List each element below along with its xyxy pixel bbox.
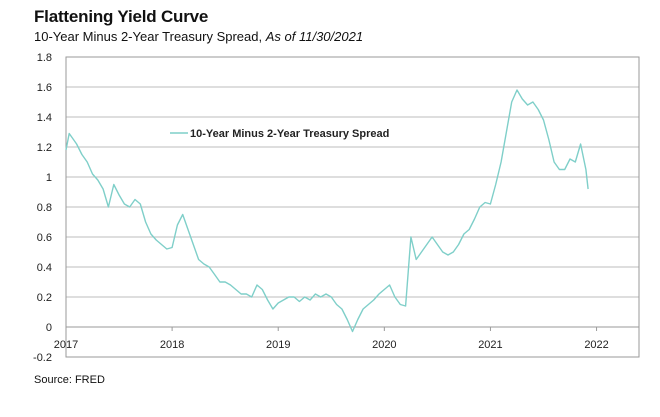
x-tick-label: 2017	[54, 339, 78, 351]
series-line-10y-2y-spread	[66, 90, 588, 332]
legend: 10-Year Minus 2-Year Treasury Spread	[170, 128, 389, 140]
y-tick-label: 1	[46, 172, 52, 184]
x-tick-label: 2022	[584, 339, 608, 351]
y-tick-label: 0	[46, 322, 52, 334]
y-tick-label: 1.6	[37, 82, 52, 94]
y-tick-label: 1.4	[37, 112, 52, 124]
x-tick-label: 2020	[372, 339, 396, 351]
y-tick-label: 0.4	[37, 262, 52, 274]
y-tick-label: 0.6	[37, 232, 52, 244]
x-tick-label: 2018	[160, 339, 184, 351]
y-tick-label: 1.8	[37, 52, 52, 64]
grid-lines	[66, 87, 639, 327]
source-note: Source: FRED	[34, 374, 105, 386]
y-tick-label: 0.8	[37, 202, 52, 214]
y-tick-label: 1.2	[37, 142, 52, 154]
x-tick-label: 2019	[266, 339, 290, 351]
chart-canvas: -0.200.20.40.60.811.21.41.61.8 2017 2018 2…	[0, 0, 660, 417]
y-axis-tick-labels: -0.2 0 0.2 0.4 0.6 0.8 1 1.2 1.4 1.6 1.8	[33, 52, 52, 364]
x-tick-label: 2021	[478, 339, 502, 351]
x-axis-tick-labels: 2017 2018 2019 2020 2021 2022	[54, 339, 609, 351]
x-axis-tick-marks	[66, 327, 597, 331]
y-tick-label: -0.2	[33, 352, 52, 364]
y-tick-label: 0.2	[37, 292, 52, 304]
legend-label: 10-Year Minus 2-Year Treasury Spread	[190, 128, 389, 140]
